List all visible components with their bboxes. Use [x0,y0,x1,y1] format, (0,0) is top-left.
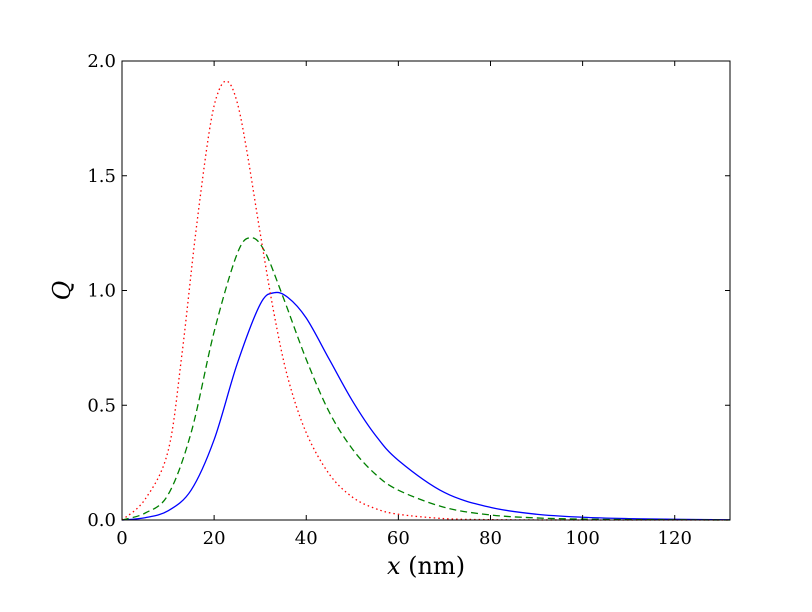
series-line-0 [121,291,731,521]
y-tick-label: 2.0 [87,51,116,72]
y-tick-label: 0.0 [87,510,116,531]
y-tick-label: 0.5 [87,395,116,416]
series-line-2 [121,80,730,521]
x-tick-label: 60 [387,528,410,549]
x-tick-label: 100 [565,528,599,549]
x-tick-label: 40 [295,528,318,549]
ticks-layer: 0 20 40 60 80 100 120 0.0 0.5 1.0 1.5 2.0 [87,51,730,549]
x-tick-label: 0 [116,528,127,549]
x-tick-label: 120 [658,528,692,549]
x-axis-variable: x [387,552,401,580]
y-tick-label: 1.0 [87,281,116,302]
series-layer [121,80,731,521]
y-tick-label: 1.5 [87,166,116,187]
x-axis-title: x (nm) [387,552,465,580]
y-axis-title: Q [48,281,76,301]
x-tick-label: 80 [479,528,502,549]
x-axis-unit: (nm) [400,552,465,580]
x-tick-label: 20 [203,528,226,549]
series-line-1 [121,237,731,521]
